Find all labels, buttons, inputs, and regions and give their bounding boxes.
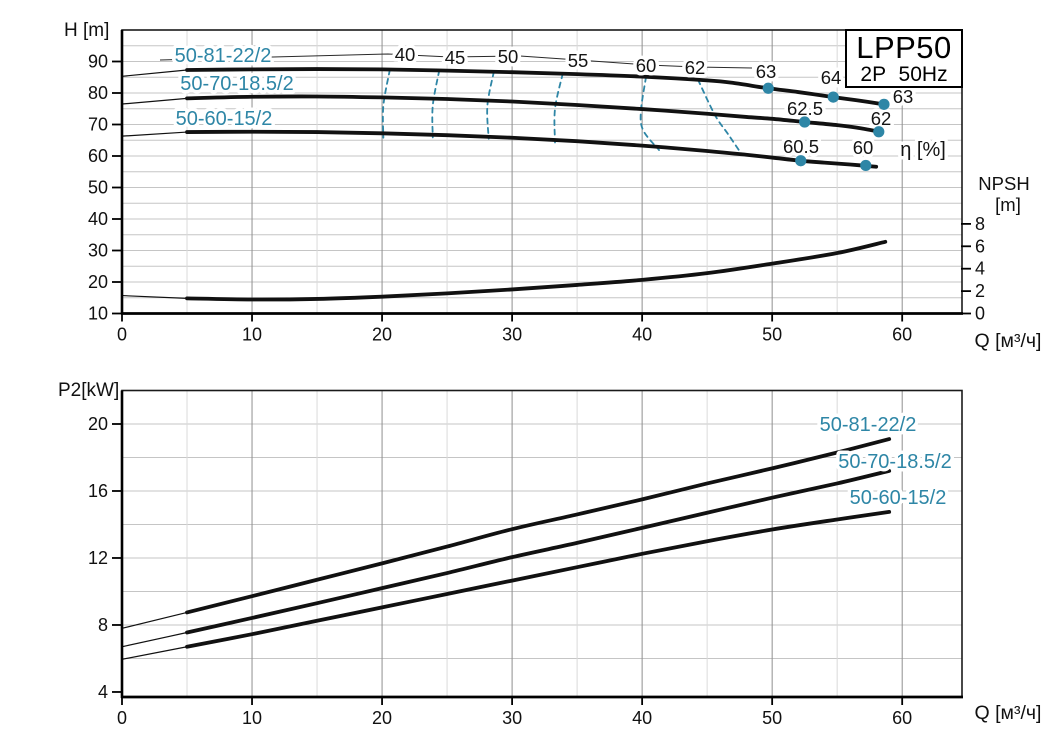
svg-text:70: 70 bbox=[88, 115, 108, 135]
head-npsh-chart-contour-55 bbox=[553, 72, 564, 144]
svg-text:0: 0 bbox=[117, 325, 127, 345]
svg-text:50-70-18.5/2: 50-70-18.5/2 bbox=[838, 451, 951, 473]
head-npsh-chart-efficiency-contours bbox=[381, 68, 744, 156]
head-npsh-chart-efficiency-dots bbox=[762, 82, 890, 172]
svg-text:0: 0 bbox=[975, 304, 985, 324]
svg-text:P2[kW]: P2[kW] bbox=[58, 380, 119, 401]
head-npsh-chart-labels: 50-81-22/2 50-70-18.5/2 50-60-15/2 40 45 50 55… bbox=[171, 41, 949, 165]
svg-text:40: 40 bbox=[632, 708, 652, 728]
power-chart-curve-50-70-18.5/2 bbox=[185, 468, 892, 635]
svg-text:16: 16 bbox=[88, 481, 108, 501]
svg-text:60: 60 bbox=[88, 146, 108, 166]
svg-text:62: 62 bbox=[685, 57, 706, 78]
svg-text:50-81-22/2: 50-81-22/2 bbox=[820, 414, 917, 436]
svg-text:50-60-15/2: 50-60-15/2 bbox=[176, 108, 273, 130]
power-chart-axes: 0 10 20 30 40 50 60 4 8 12 16 20 bbox=[88, 389, 963, 728]
head-npsh-chart-axes: 0 10 20 30 40 50 60 10 20 30 40 50 60 70 80 90 0 24 68 bbox=[88, 29, 985, 345]
head-npsh-chart-label-leader bbox=[159, 53, 753, 69]
svg-text:50-60-15/2: 50-60-15/2 bbox=[850, 487, 947, 509]
head-npsh-chart-grid bbox=[122, 30, 962, 314]
power-chart-axis-titles: Q [м³/ч] P2[kW] bbox=[58, 380, 1041, 724]
svg-text:4: 4 bbox=[975, 259, 985, 279]
svg-text:50-70-18.5/2: 50-70-18.5/2 bbox=[180, 73, 293, 95]
svg-text:20: 20 bbox=[372, 325, 392, 345]
svg-text:4: 4 bbox=[98, 682, 108, 702]
svg-text:55: 55 bbox=[568, 50, 589, 71]
svg-text:40: 40 bbox=[395, 44, 416, 65]
svg-text:10: 10 bbox=[242, 325, 262, 345]
svg-text:50: 50 bbox=[762, 708, 782, 728]
svg-text:50: 50 bbox=[498, 46, 519, 67]
svg-text:30: 30 bbox=[502, 325, 522, 345]
svg-text:60: 60 bbox=[892, 325, 912, 345]
svg-text:40: 40 bbox=[632, 325, 652, 345]
svg-text:20: 20 bbox=[88, 414, 108, 434]
svg-text:Q [м³/ч]: Q [м³/ч] bbox=[975, 702, 1042, 724]
svg-text:60: 60 bbox=[892, 708, 912, 728]
svg-text:50: 50 bbox=[88, 178, 108, 198]
svg-text:45: 45 bbox=[445, 47, 466, 68]
head-npsh-chart-curve-NPSH bbox=[185, 239, 888, 302]
svg-text:NPSH: NPSH bbox=[978, 173, 1029, 194]
svg-text:η [%]: η [%] bbox=[900, 139, 946, 161]
head-npsh-chart-curve-50-60-15/2 bbox=[185, 129, 879, 169]
svg-text:0: 0 bbox=[117, 708, 127, 728]
head-npsh-chart-contour-62 bbox=[697, 78, 744, 156]
model-name: LPP50 bbox=[856, 30, 952, 65]
svg-text:60: 60 bbox=[636, 55, 657, 76]
svg-text:20: 20 bbox=[372, 708, 392, 728]
head-npsh-chart-curve-50-81-22/2 bbox=[185, 67, 886, 107]
head-npsh-chart-contour-50 bbox=[486, 70, 495, 140]
power-chart-grid bbox=[122, 390, 962, 697]
svg-text:Q [м³/ч]: Q [м³/ч] bbox=[975, 330, 1042, 352]
svg-text:50: 50 bbox=[762, 325, 782, 345]
svg-text:30: 30 bbox=[502, 708, 522, 728]
svg-text:60: 60 bbox=[853, 137, 874, 158]
svg-text:62: 62 bbox=[871, 108, 892, 129]
power-chart-series bbox=[121, 437, 892, 660]
head-npsh-chart-contour-60 bbox=[639, 76, 660, 151]
svg-text:50-81-22/2: 50-81-22/2 bbox=[175, 45, 272, 67]
power-chart-curve-50-81-22/2 bbox=[185, 437, 892, 615]
svg-text:2: 2 bbox=[975, 281, 985, 301]
svg-text:20: 20 bbox=[88, 272, 108, 292]
svg-text:H [m]: H [m] bbox=[64, 20, 109, 41]
svg-text:6: 6 bbox=[975, 236, 985, 256]
svg-text:80: 80 bbox=[88, 83, 108, 103]
head-npsh-chart-curve-50-70-18.5/2 bbox=[185, 94, 884, 134]
svg-text:8: 8 bbox=[98, 615, 108, 635]
power-chart-labels: 50-81-22/2 50-70-18.5/2 50-60-15/2 bbox=[816, 411, 955, 513]
svg-text:12: 12 bbox=[88, 548, 108, 568]
head-npsh-chart-contour-40 bbox=[381, 68, 391, 139]
svg-text:62.5: 62.5 bbox=[787, 98, 823, 119]
svg-text:[m]: [m] bbox=[995, 194, 1021, 215]
svg-text:30: 30 bbox=[88, 241, 108, 261]
svg-text:10: 10 bbox=[88, 304, 108, 324]
svg-text:8: 8 bbox=[975, 214, 985, 234]
svg-text:64: 64 bbox=[821, 67, 842, 88]
head-npsh-chart-contour-45 bbox=[431, 69, 441, 139]
svg-text:10: 10 bbox=[242, 708, 262, 728]
model-title-box: LPP50 2P 50Hz bbox=[845, 29, 963, 88]
svg-text:63: 63 bbox=[893, 86, 914, 107]
svg-text:90: 90 bbox=[88, 52, 108, 72]
model-speed-frequency: 2P 50Hz bbox=[860, 63, 948, 86]
head-npsh-chart-series bbox=[121, 67, 888, 302]
svg-text:63: 63 bbox=[756, 61, 777, 82]
power-chart-curve-50-60-15/2 bbox=[185, 510, 892, 649]
head-npsh-chart-axis-titles: Q [м³/ч] H [m] NPSH[m] bbox=[64, 20, 1041, 352]
svg-text:60.5: 60.5 bbox=[783, 136, 819, 157]
svg-text:40: 40 bbox=[88, 209, 108, 229]
